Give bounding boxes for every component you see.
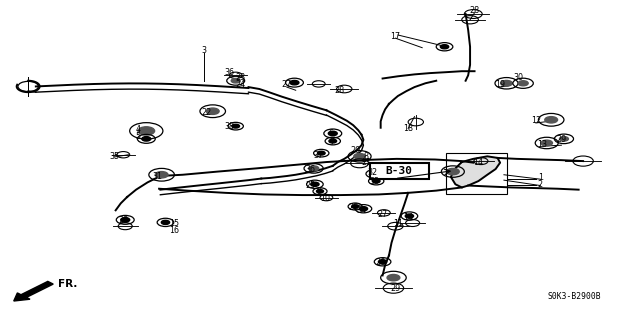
Text: 28: 28 xyxy=(348,203,358,212)
Text: 19: 19 xyxy=(495,80,505,89)
Text: 24: 24 xyxy=(235,80,245,89)
Circle shape xyxy=(161,220,170,225)
Text: 6: 6 xyxy=(329,129,334,138)
Text: 32: 32 xyxy=(367,168,378,177)
Circle shape xyxy=(405,214,413,218)
Circle shape xyxy=(142,137,151,141)
Text: 36: 36 xyxy=(224,68,234,77)
Text: 4: 4 xyxy=(136,125,141,134)
Circle shape xyxy=(500,80,512,86)
Text: 11: 11 xyxy=(393,219,403,228)
Circle shape xyxy=(317,151,325,155)
Circle shape xyxy=(378,260,387,264)
Text: 27: 27 xyxy=(378,210,388,219)
Text: 30: 30 xyxy=(513,73,523,82)
Text: 7: 7 xyxy=(329,137,334,146)
Text: 20: 20 xyxy=(350,146,360,155)
Text: 26: 26 xyxy=(376,258,386,267)
Text: 36: 36 xyxy=(305,165,316,174)
FancyArrow shape xyxy=(13,281,53,301)
Circle shape xyxy=(311,182,319,186)
Text: 28: 28 xyxy=(470,6,479,15)
Circle shape xyxy=(121,218,130,222)
Text: 5: 5 xyxy=(136,132,141,141)
Circle shape xyxy=(232,124,239,128)
Bar xyxy=(447,152,507,194)
Circle shape xyxy=(354,153,365,159)
Text: 27: 27 xyxy=(282,80,292,89)
Text: 38: 38 xyxy=(224,122,234,131)
Text: 15: 15 xyxy=(170,219,179,228)
Circle shape xyxy=(329,139,337,143)
Circle shape xyxy=(290,80,299,85)
Circle shape xyxy=(440,45,449,49)
Circle shape xyxy=(541,140,552,146)
Circle shape xyxy=(231,78,240,83)
Text: 34: 34 xyxy=(356,206,367,215)
Text: 37: 37 xyxy=(314,151,324,160)
Text: S0K3-B2900B: S0K3-B2900B xyxy=(547,292,601,301)
Text: FR.: FR. xyxy=(58,279,77,289)
Circle shape xyxy=(447,168,460,175)
Circle shape xyxy=(545,117,557,123)
Text: 33: 33 xyxy=(369,177,380,186)
Text: 16: 16 xyxy=(170,226,179,235)
Text: 14: 14 xyxy=(403,213,413,222)
Circle shape xyxy=(518,81,528,86)
Text: 29: 29 xyxy=(390,284,401,293)
Text: 8: 8 xyxy=(364,152,369,161)
Text: 2: 2 xyxy=(538,180,543,189)
Circle shape xyxy=(138,127,155,135)
Text: 18: 18 xyxy=(403,124,413,133)
Text: 29: 29 xyxy=(556,135,566,144)
Circle shape xyxy=(351,205,358,208)
Text: 12: 12 xyxy=(531,116,541,125)
Text: 3: 3 xyxy=(201,46,206,56)
Text: 35: 35 xyxy=(109,152,120,161)
Circle shape xyxy=(359,207,367,211)
Text: 14: 14 xyxy=(474,158,483,167)
Text: 28: 28 xyxy=(334,86,344,95)
Text: 23: 23 xyxy=(235,73,245,82)
Text: 17: 17 xyxy=(390,32,401,41)
Text: 13: 13 xyxy=(537,140,547,149)
Text: 1: 1 xyxy=(538,174,543,182)
Circle shape xyxy=(387,274,400,281)
Text: 10: 10 xyxy=(320,194,330,203)
Circle shape xyxy=(308,166,319,171)
FancyBboxPatch shape xyxy=(370,163,429,179)
Circle shape xyxy=(206,108,219,115)
Circle shape xyxy=(156,172,168,178)
Text: B-30: B-30 xyxy=(386,166,413,176)
Circle shape xyxy=(372,179,380,183)
Text: 21: 21 xyxy=(361,158,371,167)
Circle shape xyxy=(328,131,337,136)
Circle shape xyxy=(317,189,323,193)
Circle shape xyxy=(370,172,378,176)
Polygon shape xyxy=(451,156,500,188)
Text: 9: 9 xyxy=(316,187,321,197)
Text: 22: 22 xyxy=(201,108,211,117)
Circle shape xyxy=(559,137,568,141)
Text: 28: 28 xyxy=(118,216,129,225)
Text: 31: 31 xyxy=(152,172,162,181)
Text: 25: 25 xyxy=(305,181,316,190)
